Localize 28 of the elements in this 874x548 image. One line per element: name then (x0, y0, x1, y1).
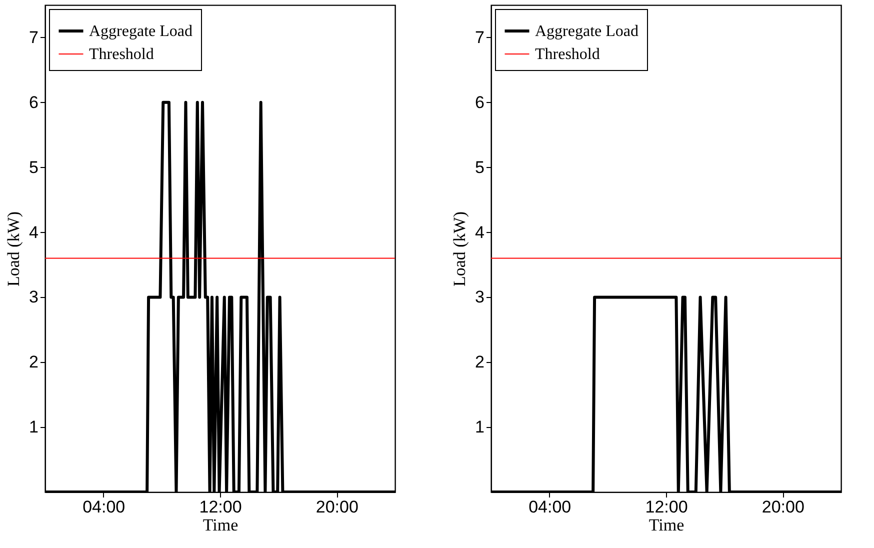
x-tick-label: 12:00 (645, 498, 688, 516)
x-tick-label: 04:00 (82, 498, 126, 516)
y-tick-label: 4 (29, 222, 38, 242)
legend-label: Threshold (535, 46, 600, 63)
x-tick-label: 20:00 (316, 498, 358, 516)
y-tick-label: 3 (29, 288, 38, 307)
y-tick-label: 7 (29, 28, 38, 47)
y-tick-label: 5 (475, 158, 484, 177)
y-axis-title: Load (kW) (450, 211, 470, 287)
legend-label: Threshold (89, 46, 154, 63)
y-tick-label: 3 (475, 288, 484, 307)
x-tick-label: 20:00 (762, 498, 804, 516)
y-tick-label: 2 (475, 352, 484, 372)
legend-label: Aggregate Load (89, 23, 193, 40)
x-tick-label: 12:00 (199, 498, 242, 516)
y-tick-label: 5 (29, 158, 38, 177)
x-axis-title: Time (202, 516, 238, 534)
x-tick-label: 04:00 (528, 498, 572, 516)
y-tick-label: 4 (475, 222, 484, 242)
y-axis-title: Load (kW) (4, 211, 24, 287)
y-tick-label: 7 (475, 28, 484, 47)
y-tick-label: 1 (475, 418, 484, 437)
legend-label: Aggregate Load (535, 23, 639, 40)
x-axis-title: Time (648, 516, 684, 534)
y-tick-label: 2 (29, 352, 38, 372)
y-tick-label: 6 (475, 92, 484, 112)
y-tick-label: 6 (29, 92, 38, 112)
y-tick-label: 1 (29, 418, 38, 437)
